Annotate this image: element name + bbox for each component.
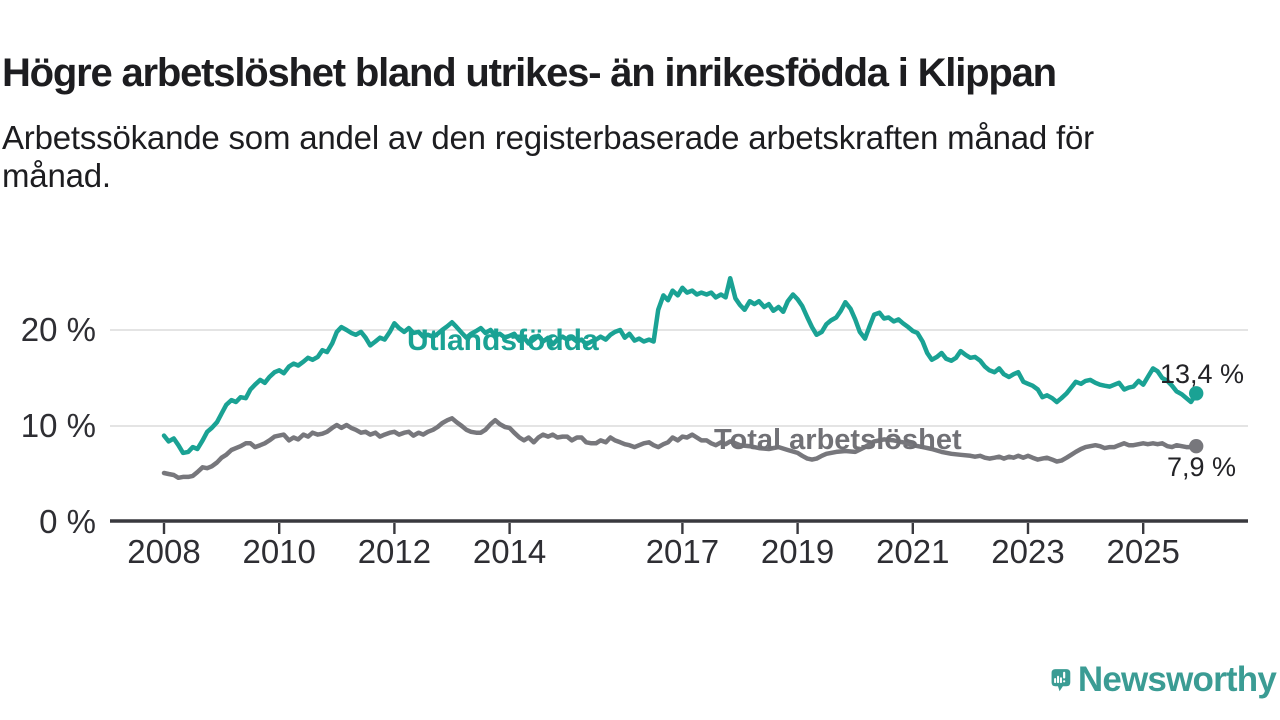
- x-tick-label: 2010: [242, 533, 315, 570]
- series-label-total-arbetsloshet: Total arbetslöshet: [714, 424, 962, 456]
- series-label-utlandsfodda: Utlandsfödda: [407, 324, 599, 357]
- series-end-dot-total-arbetsloshet: [1188, 438, 1204, 454]
- end-value-label-utlandsfodda: 13,4 %: [1160, 359, 1244, 389]
- series-end-dot-utlandsfodda: [1188, 386, 1204, 401]
- chart-subtitle: Arbetssökande som andel av den registerb…: [2, 119, 1222, 195]
- bar-chart-speech-bubble-icon: [1051, 669, 1071, 692]
- x-tick-label: 2014: [473, 533, 546, 570]
- y-tick-label: 10 %: [21, 407, 96, 444]
- x-tick-label: 2023: [991, 533, 1064, 570]
- chart-subtitle-line1: Arbetssökande som andel av den registerb…: [2, 119, 1094, 156]
- x-tick-label: 2017: [646, 533, 719, 570]
- x-tick-label: 2008: [127, 533, 200, 570]
- x-tick-label: 2019: [761, 533, 834, 570]
- chart-subtitle-line2: månad.: [2, 157, 111, 194]
- x-tick-label: 2025: [1106, 533, 1179, 570]
- newsworthy-logo: Newsworthy: [1050, 648, 1277, 712]
- x-tick-label: 2021: [876, 533, 949, 570]
- newsworthy-wordmark: Newsworthy: [1077, 660, 1277, 699]
- series-line-total-arbetsloshet: [161, 416, 1199, 481]
- end-value-label-total-arbetsloshet: 7,9 %: [1167, 452, 1236, 482]
- page-title: Högre arbetslöshet bland utrikes- än inr…: [2, 50, 1057, 95]
- x-tick-label: 2012: [358, 533, 431, 570]
- series-line-utlandsfodda: [161, 275, 1199, 456]
- y-tick-label: 20 %: [21, 311, 96, 348]
- y-tick-label: 0 %: [39, 503, 96, 540]
